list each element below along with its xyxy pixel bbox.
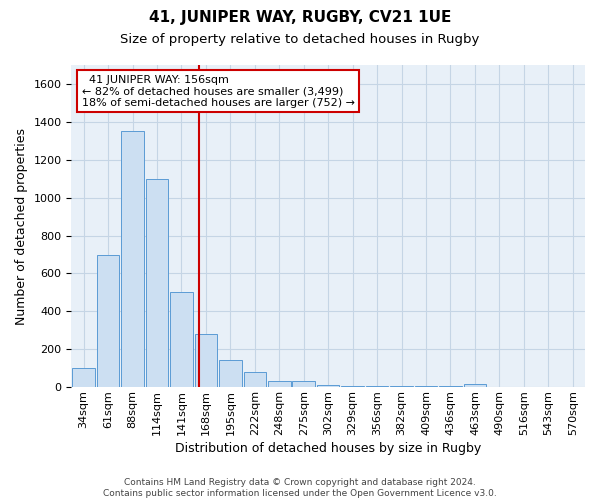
Text: 41, JUNIPER WAY, RUGBY, CV21 1UE: 41, JUNIPER WAY, RUGBY, CV21 1UE xyxy=(149,10,451,25)
Bar xyxy=(244,372,266,387)
Bar xyxy=(341,386,364,387)
Bar xyxy=(439,386,462,387)
Bar xyxy=(391,386,413,387)
Bar xyxy=(73,368,95,387)
Bar xyxy=(97,254,119,387)
Text: Size of property relative to detached houses in Rugby: Size of property relative to detached ho… xyxy=(121,32,479,46)
Bar xyxy=(194,334,217,387)
Bar xyxy=(219,360,242,387)
Text: Contains HM Land Registry data © Crown copyright and database right 2024.
Contai: Contains HM Land Registry data © Crown c… xyxy=(103,478,497,498)
Bar xyxy=(146,178,168,387)
Bar xyxy=(366,386,388,387)
Bar xyxy=(415,386,437,387)
Bar xyxy=(121,132,144,387)
Bar xyxy=(317,386,340,387)
Bar xyxy=(170,292,193,387)
Bar xyxy=(268,380,290,387)
Bar xyxy=(292,380,315,387)
Bar xyxy=(464,384,486,387)
X-axis label: Distribution of detached houses by size in Rugby: Distribution of detached houses by size … xyxy=(175,442,481,455)
Y-axis label: Number of detached properties: Number of detached properties xyxy=(15,128,28,324)
Text: 41 JUNIPER WAY: 156sqm
← 82% of detached houses are smaller (3,499)
18% of semi-: 41 JUNIPER WAY: 156sqm ← 82% of detached… xyxy=(82,74,355,108)
